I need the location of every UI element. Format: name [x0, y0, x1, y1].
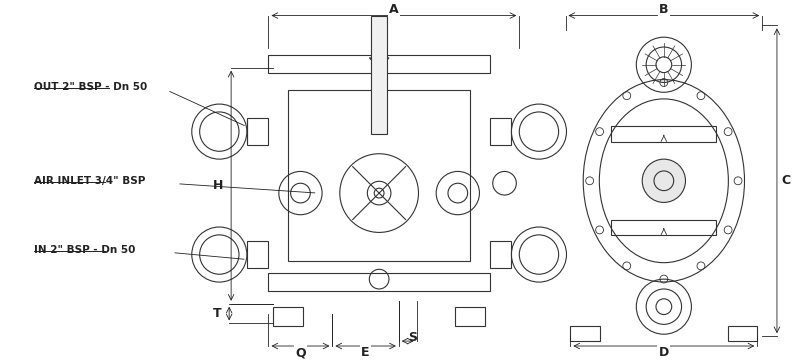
- Text: B: B: [659, 3, 669, 16]
- Bar: [247, 118, 269, 146]
- Bar: [247, 241, 269, 268]
- Text: AIR INLET 3/4" BSP: AIR INLET 3/4" BSP: [34, 176, 145, 186]
- Bar: [456, 307, 485, 326]
- Bar: [371, 16, 387, 134]
- Text: T: T: [213, 307, 221, 320]
- Circle shape: [642, 159, 685, 202]
- Text: IN 2" BSP - Dn 50: IN 2" BSP - Dn 50: [34, 245, 136, 254]
- Bar: [611, 126, 716, 142]
- Text: C: C: [781, 174, 791, 187]
- Bar: [611, 219, 716, 235]
- Bar: [571, 326, 600, 341]
- Bar: [727, 326, 758, 341]
- Text: E: E: [362, 346, 370, 359]
- Text: H: H: [213, 179, 223, 192]
- Bar: [288, 90, 470, 261]
- Text: OUT 2" BSP - Dn 50: OUT 2" BSP - Dn 50: [34, 83, 148, 92]
- Text: A: A: [389, 3, 399, 16]
- Bar: [490, 241, 511, 268]
- Text: D: D: [659, 346, 669, 359]
- Bar: [269, 55, 490, 73]
- Bar: [269, 273, 490, 291]
- Text: S: S: [408, 331, 417, 344]
- Polygon shape: [370, 58, 389, 68]
- Bar: [490, 118, 511, 146]
- Text: Q: Q: [295, 346, 306, 359]
- Bar: [273, 307, 303, 326]
